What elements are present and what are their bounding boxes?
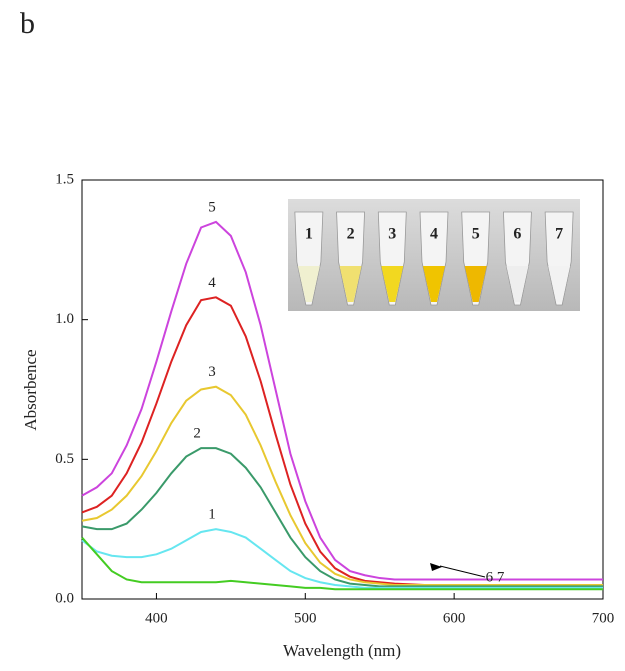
y-tick-label: 0.0	[55, 590, 74, 606]
series-line	[81, 447, 603, 588]
tube-label: 7	[555, 226, 563, 243]
series-line	[81, 220, 603, 581]
x-tick-label: 600	[443, 610, 466, 626]
tube-label: 5	[472, 226, 480, 243]
y-tick-label: 1.0	[55, 311, 74, 327]
tube-liquid	[423, 266, 445, 302]
tube-liquid	[464, 266, 487, 302]
arrow-head	[430, 563, 442, 571]
tube-label: 2	[347, 226, 355, 243]
tube-label: 6	[513, 226, 521, 243]
x-tick-label: 500	[294, 610, 317, 626]
series-label: 2	[193, 426, 201, 442]
tube-liquid	[548, 266, 571, 302]
x-axis-label: Wavelength (nm)	[283, 641, 401, 660]
tube-label: 3	[388, 226, 396, 243]
y-tick-label: 1.5	[55, 171, 74, 187]
tube-liquid	[339, 266, 362, 302]
series-label: 5	[208, 199, 216, 215]
series-label: 1	[208, 507, 216, 523]
tube-label: 1	[305, 226, 313, 243]
series-line	[81, 528, 603, 589]
y-axis-label: Absorbence	[21, 349, 40, 430]
tube-liquid	[381, 266, 404, 302]
series-label: 4	[208, 275, 216, 291]
x-tick-label: 700	[592, 610, 615, 626]
series-line	[81, 385, 603, 587]
y-tick-label: 0.5	[55, 451, 74, 467]
plot-frame	[81, 179, 604, 600]
x-tick-label: 400	[145, 610, 168, 626]
series-line	[81, 536, 603, 591]
annotation-arrow	[439, 565, 486, 578]
series-label: 6 7	[486, 569, 505, 585]
series-line	[81, 296, 603, 587]
tube-liquid	[506, 266, 529, 302]
tube-liquid	[297, 266, 320, 302]
series-label: 3	[208, 364, 216, 380]
panel-label: b	[20, 7, 35, 40]
tube-label: 4	[430, 226, 438, 243]
